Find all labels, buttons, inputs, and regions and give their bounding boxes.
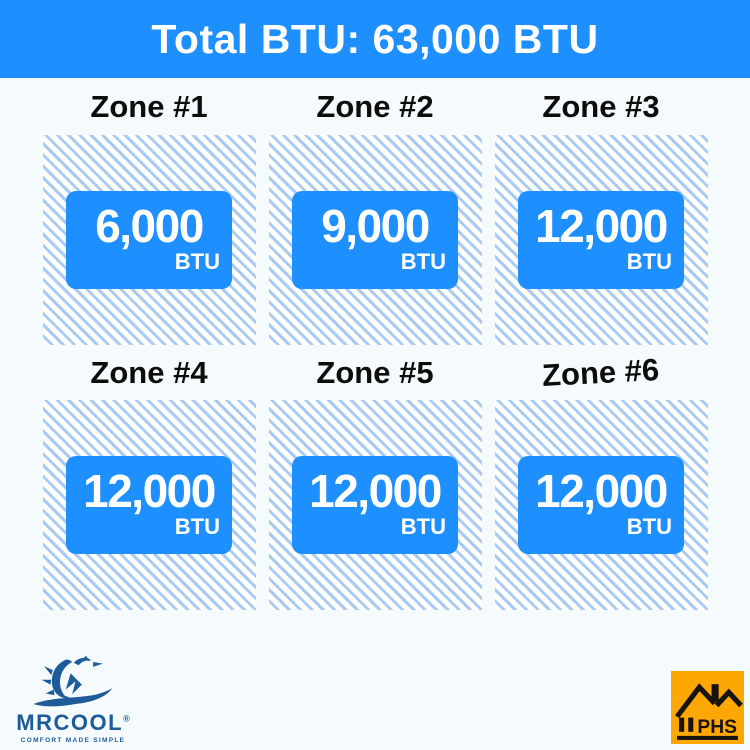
zone-1-cell: Zone #1 6,000 BTU [42,78,256,345]
zone-2-btu-unit: BTU [400,249,446,274]
zone-6-btu-unit: BTU [626,514,672,539]
mrcool-penguin-icon [33,655,113,707]
mrcool-name: MRCOOL [16,710,124,735]
zone-5-square: 12,000 BTU [268,400,482,610]
zone-5-btu-unit: BTU [400,514,446,539]
zone-1-btu-card: 6,000 BTU [66,191,232,289]
zone-2-cell: Zone #2 9,000 BTU [268,78,482,345]
zone-5-title: Zone #5 [316,354,434,390]
zone-6-btu-card: 12,000 BTU [518,456,684,554]
total-btu-banner: Total BTU: 63,000 BTU [0,0,750,78]
zone-4-btu-unit: BTU [174,514,220,539]
zone-2-btu-card: 9,000 BTU [292,191,458,289]
zone-2-title: Zone #2 [316,88,434,124]
mrcool-logo: MRCOOL® COMFORT MADE SIMPLE [13,654,133,744]
zone-5-btu-card: 12,000 BTU [292,456,458,554]
zone-4-btu-value: 12,000 [83,465,216,517]
zone-1-square: 6,000 BTU [42,135,256,345]
mrcool-wordmark: MRCOOL® [13,712,133,734]
zone-3-btu-value: 12,000 [535,200,668,252]
zone-2-btu-value: 9,000 [321,200,430,252]
zone-row-2: Zone #4 12,000 BTU Zone #5 12,000 BTU Zo… [0,345,750,610]
zone-5-cell: Zone #5 12,000 BTU [268,345,482,610]
zone-3-btu-card: 12,000 BTU [518,191,684,289]
zone-1-btu-unit: BTU [174,249,220,274]
zone-6-btu-value: 12,000 [535,465,668,517]
zone-3-title: Zone #3 [542,88,660,124]
zone-6-square: 12,000 BTU [494,400,708,610]
zone-4-title: Zone #4 [90,354,208,390]
zone-row-1: Zone #1 6,000 BTU Zone #2 9,000 BTU Zone… [0,78,750,345]
phs-logo: PHS [671,671,744,744]
zone-3-btu-unit: BTU [626,249,672,274]
zone-4-btu-card: 12,000 BTU [66,456,232,554]
zone-3-square: 12,000 BTU [494,135,708,345]
phs-label: PHS [697,717,737,738]
zone-2-square: 9,000 BTU [268,135,482,345]
footer: MRCOOL® COMFORT MADE SIMPLE PHS [0,610,750,750]
zone-4-square: 12,000 BTU [42,400,256,610]
zone-4-cell: Zone #4 12,000 BTU [42,345,256,610]
zone-5-btu-value: 12,000 [309,465,442,517]
total-btu-title: Total BTU: 63,000 BTU [151,15,599,62]
zone-1-title: Zone #1 [90,88,208,124]
zone-3-cell: Zone #3 12,000 BTU [494,78,708,345]
mrcool-registered-mark: ® [123,713,130,724]
zone-6-title: Zone #6 [541,351,661,393]
zone-1-btu-value: 6,000 [95,200,204,252]
zone-6-cell: Zone #6 12,000 BTU [494,345,708,610]
mrcool-tagline: COMFORT MADE SIMPLE [20,737,126,744]
